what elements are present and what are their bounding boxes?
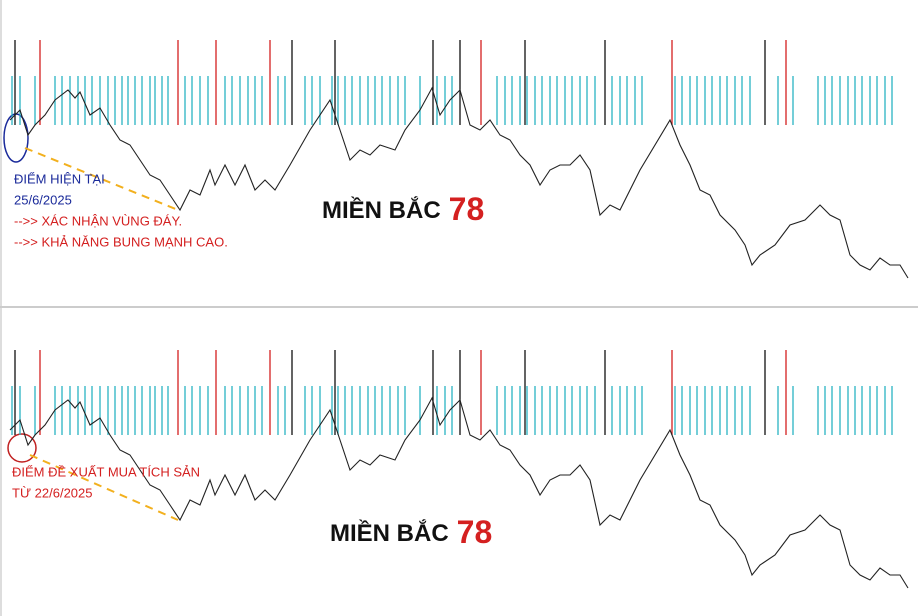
title-text: MIỀN BẮC [322,196,441,224]
title-text: MIỀN BẮC [330,519,449,547]
annotation: 25/6/2025 [14,192,72,207]
panel-title: MIỀN BẮC 78 [322,191,484,227]
price-line [9,396,909,589]
annotation: -->> KHẢ NĂNG BUNG MẠNH CAO. [14,234,228,249]
annotation: ĐIỂM ĐỀ XUẤT MUA TÍCH SẢN [12,464,200,479]
annotation: -->> XÁC NHẬN VÙNG ĐÁY. [14,213,182,228]
annotation: ĐIỂM HIỆN TẠI [14,171,105,186]
price-line [9,86,909,279]
title-number: 78 [457,514,493,550]
annotation: TỪ 22/6/2025 [12,485,93,500]
title-number: 78 [449,191,485,227]
buy-point-circle [7,433,37,463]
panel-title: MIỀN BẮC 78 [330,514,492,550]
